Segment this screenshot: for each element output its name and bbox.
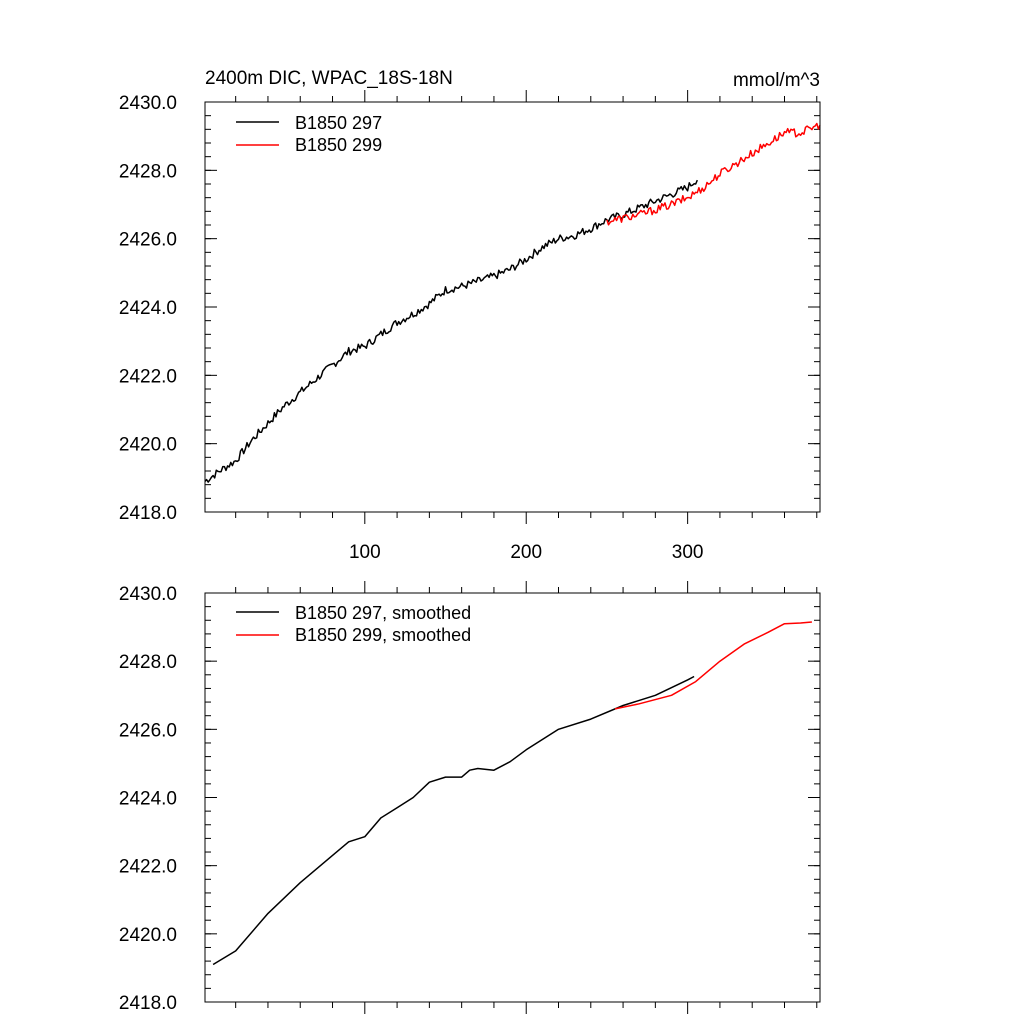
top-y-tick-label: 2420.0 xyxy=(119,435,177,456)
bottom-y-tick-label: 2422.0 xyxy=(119,857,177,878)
bottom-y-tick-label: 2430.0 xyxy=(119,584,177,605)
legend-label-b1850-299-smoothed: B1850 299, smoothed xyxy=(295,625,471,645)
bottom-plot-frame xyxy=(204,592,821,1003)
bottom-legend: B1850 297, smoothed B1850 299, smoothed xyxy=(236,603,471,645)
top-x-tick-label: 100 xyxy=(349,542,381,563)
chart-title-left: 2400m DIC, WPAC_18S-18N xyxy=(205,68,453,89)
top-y-tick-label: 2424.0 xyxy=(119,298,177,319)
top-x-tick-label: 200 xyxy=(510,542,542,563)
bottom-y-tick-label: 2420.0 xyxy=(119,925,177,946)
top-y-tick-label: 2422.0 xyxy=(119,366,177,387)
legend-label-b1850-297-smoothed: B1850 297, smoothed xyxy=(295,603,471,623)
bottom-y-tick-label: 2426.0 xyxy=(119,720,177,741)
bottom-panel: 2418.0 2420.0 2422.0 2424.0 2426.0 2428.0 2430… xyxy=(119,581,821,1014)
top-panel: 2400m DIC, WPAC_18S-18N mmol/m^3 2418.02… xyxy=(119,68,821,563)
bottom-y-tick-label: 2418.0 xyxy=(119,993,177,1014)
bottom-series-line-b1850-297-smoothed xyxy=(212,675,695,966)
top-axis-ticks xyxy=(205,90,820,524)
top-legend: B1850 297 B1850 299 xyxy=(236,113,382,155)
top-series-lines xyxy=(204,122,821,483)
top-y-tick-label: 2426.0 xyxy=(119,230,177,251)
top-y-tick-label: 2428.0 xyxy=(119,161,177,182)
bottom-series-lines xyxy=(212,621,812,966)
bottom-y-tick-label: 2428.0 xyxy=(119,652,177,673)
top-plot-frame xyxy=(204,101,821,513)
legend-label-b1850-299: B1850 299 xyxy=(295,135,382,155)
bottom-y-tick-label: 2424.0 xyxy=(119,789,177,810)
top-x-tick-labels: 100 200 300 xyxy=(349,542,704,563)
top-x-tick-label: 300 xyxy=(672,542,704,563)
bottom-series-line-b1850-299-smoothed xyxy=(614,621,812,710)
top-series-line-b1850-297 xyxy=(204,179,698,483)
top-series-line-b1850-299 xyxy=(606,122,821,226)
legend-label-b1850-297: B1850 297 xyxy=(295,113,382,133)
top-y-tick-labels: 2418.0 2420.0 2422.0 2424.0 2426.0 2428.0 2430… xyxy=(119,93,177,524)
top-y-tick-label: 2418.0 xyxy=(119,503,177,524)
chart-units-label: mmol/m^3 xyxy=(733,70,820,91)
bottom-y-tick-labels: 2418.0 2420.0 2422.0 2424.0 2426.0 2428.0 2430… xyxy=(119,584,177,1014)
bottom-axis-ticks xyxy=(205,581,820,1014)
top-y-tick-label: 2430.0 xyxy=(119,93,177,114)
